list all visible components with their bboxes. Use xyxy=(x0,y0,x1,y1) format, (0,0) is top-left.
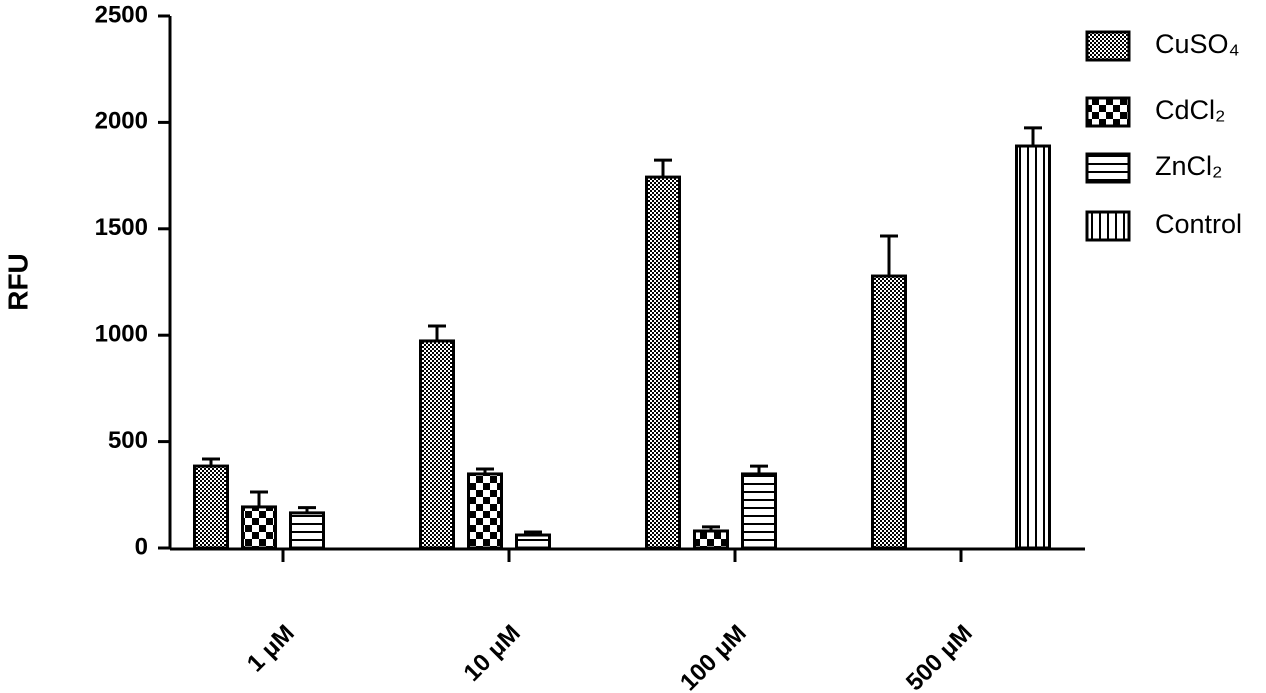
y-tick-label: 2000 xyxy=(95,108,148,135)
y-tick-label: 2500 xyxy=(95,1,148,28)
legend-label: CdCl₂ xyxy=(1155,95,1226,125)
y-tick-label: 0 xyxy=(135,533,148,560)
legend-swatch xyxy=(1085,96,1131,128)
bar xyxy=(193,464,229,550)
bar xyxy=(515,533,551,550)
bar xyxy=(289,511,325,550)
legend-label: Control xyxy=(1155,209,1242,239)
bar xyxy=(419,339,455,550)
y-tick-label: 1500 xyxy=(95,214,148,241)
legend-swatch xyxy=(1085,210,1131,242)
legend-label: ZnCl₂ xyxy=(1155,151,1223,181)
bar xyxy=(741,472,777,550)
bar xyxy=(1015,144,1051,550)
bar xyxy=(645,175,681,550)
y-tick-label: 500 xyxy=(108,427,148,454)
x-tick-label: 1 μM xyxy=(242,620,300,678)
bar xyxy=(467,472,503,550)
x-tick-label: 500 μM xyxy=(901,620,978,693)
y-tick-label: 1000 xyxy=(95,321,148,348)
legend-swatch xyxy=(1085,152,1131,184)
bar xyxy=(871,274,907,550)
bar xyxy=(241,505,277,550)
bar xyxy=(693,529,729,550)
x-tick-label: 100 μM xyxy=(675,620,752,693)
legend-swatch xyxy=(1085,30,1131,62)
legend-label: CuSO₄ xyxy=(1155,29,1240,59)
y-axis-label: RFU xyxy=(2,253,33,311)
x-tick-label: 10 μM xyxy=(459,620,526,687)
